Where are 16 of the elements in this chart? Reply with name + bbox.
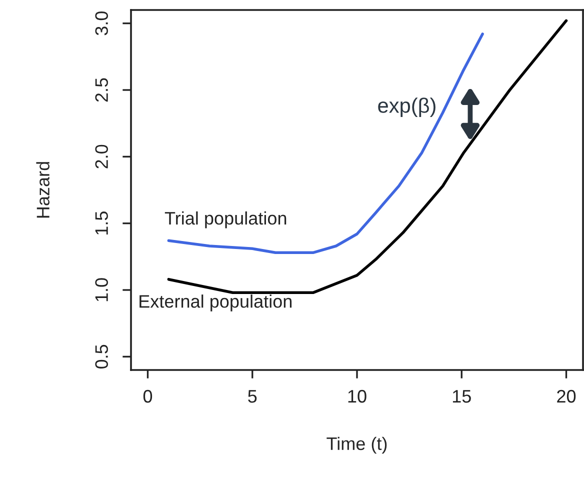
x-axis-title: Time (t) [326, 436, 387, 454]
annotation: exp(β) [378, 98, 436, 118]
y-tick-label: 0.5 [95, 344, 108, 369]
y-tick-label: 2.5 [95, 78, 108, 102]
x-tick-label: 10 [348, 390, 366, 403]
series-label: Trial population [164, 211, 286, 228]
x-tick-label: 20 [557, 390, 576, 403]
y-tick-label: 1.0 [95, 278, 108, 302]
y-tick-label: 1.5 [95, 212, 108, 235]
x-tick-label: 15 [452, 390, 471, 403]
x-tick-label: 0 [143, 390, 152, 403]
y-axis-title: Hazard [36, 162, 50, 218]
y-tick-label: 2.0 [95, 144, 108, 168]
y-tick-label: 3.0 [95, 11, 108, 36]
series-label: External population [140, 294, 292, 312]
x-tick-label: 5 [248, 390, 257, 403]
